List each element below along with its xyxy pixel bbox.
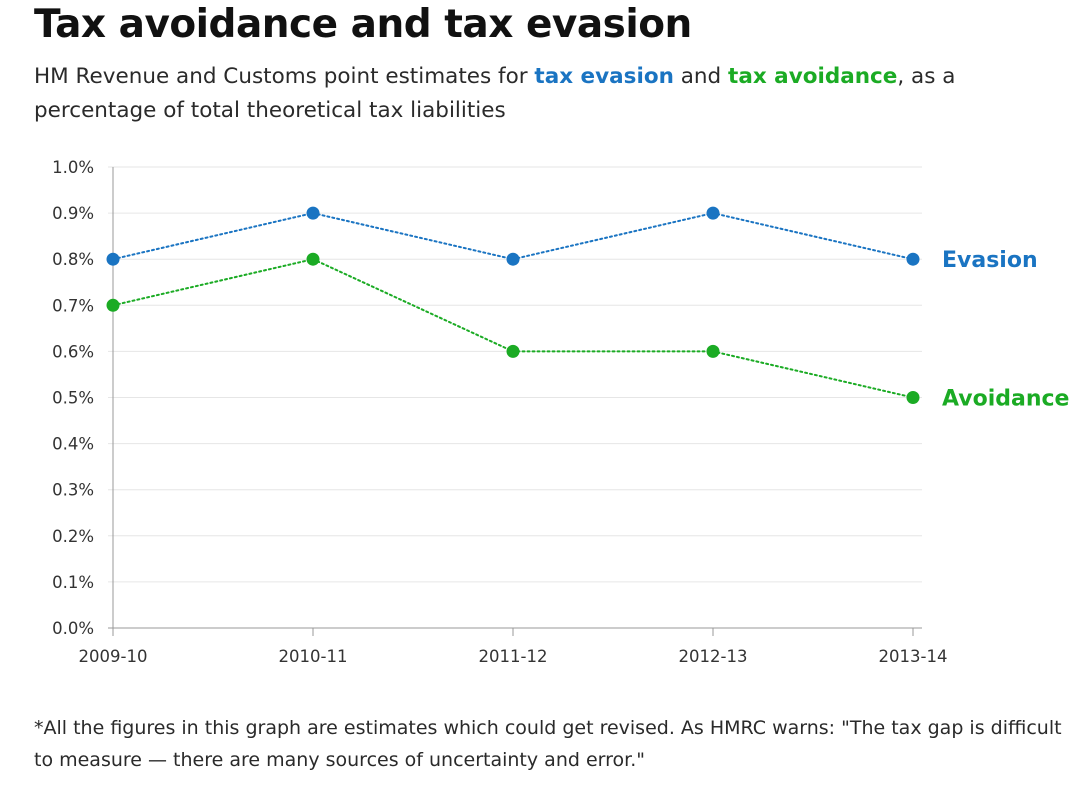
y-tick-labels: 0.0% 0.1% 0.2% 0.3% 0.4% 0.5% 0.6% 0.7% 0.8% 0.9%… — [52, 158, 94, 638]
y-tick-label: 0.6% — [52, 342, 94, 361]
chart-title: Tax avoidance and tax evasion — [34, 2, 692, 47]
x-tick-labels: 2009-10 2010-11 2011-12 2012-13 2013-14 — [79, 647, 948, 666]
avoidance-data-point — [506, 344, 520, 358]
evasion-series-line — [112, 212, 914, 261]
evasion-data-point — [506, 252, 520, 266]
evasion-data-point — [306, 206, 320, 220]
avoidance-data-point — [906, 391, 920, 404]
y-tick-label: 0.8% — [52, 250, 94, 269]
evasion-series-label: Evasion — [942, 248, 1038, 273]
y-tick-label: 0.3% — [52, 481, 94, 500]
evasion-data-point — [106, 252, 120, 266]
evasion-data-point — [906, 252, 920, 266]
y-tick-label: 0.7% — [52, 296, 94, 315]
avoidance-data-point — [106, 298, 120, 312]
subtitle-avoidance-term: tax avoidance — [728, 64, 898, 89]
subtitle-evasion-term: tax evasion — [534, 64, 674, 89]
avoidance-series-label: Avoidance — [942, 387, 1069, 412]
y-tick-label: 0.1% — [52, 573, 94, 592]
chart-subtitle: HM Revenue and Customs point estimates f… — [34, 60, 1034, 128]
y-tick-label: 0.4% — [52, 435, 94, 454]
subtitle-lead: HM Revenue and Customs point estimates f… — [34, 64, 535, 89]
axes — [108, 167, 922, 636]
avoidance-data-point — [706, 344, 720, 358]
y-tick-label: 1.0% — [52, 158, 94, 177]
avoidance-series-line — [112, 258, 914, 399]
x-tick-label: 2012-13 — [679, 647, 748, 666]
footnote: *All the figures in this graph are estim… — [34, 717, 1062, 771]
series-labels: Evasion Avoidance — [942, 248, 1069, 411]
x-tick-label: 2011-12 — [479, 647, 548, 666]
x-tick-label: 2013-14 — [879, 647, 948, 666]
avoidance-data-point — [306, 252, 320, 266]
y-tick-label: 0.0% — [52, 619, 94, 638]
y-tick-label: 0.9% — [52, 204, 94, 223]
evasion-data-point — [706, 206, 720, 220]
y-tick-label: 0.5% — [52, 389, 94, 408]
subtitle-tail: , as a percentage of total theoretical t… — [34, 64, 956, 123]
series — [106, 206, 920, 404]
subtitle-conjunction: and — [673, 64, 729, 89]
x-tick-label: 2010-11 — [279, 647, 348, 666]
x-tick-label: 2009-10 — [79, 647, 148, 666]
gridlines — [108, 166, 922, 583]
y-tick-label: 0.2% — [52, 527, 94, 546]
